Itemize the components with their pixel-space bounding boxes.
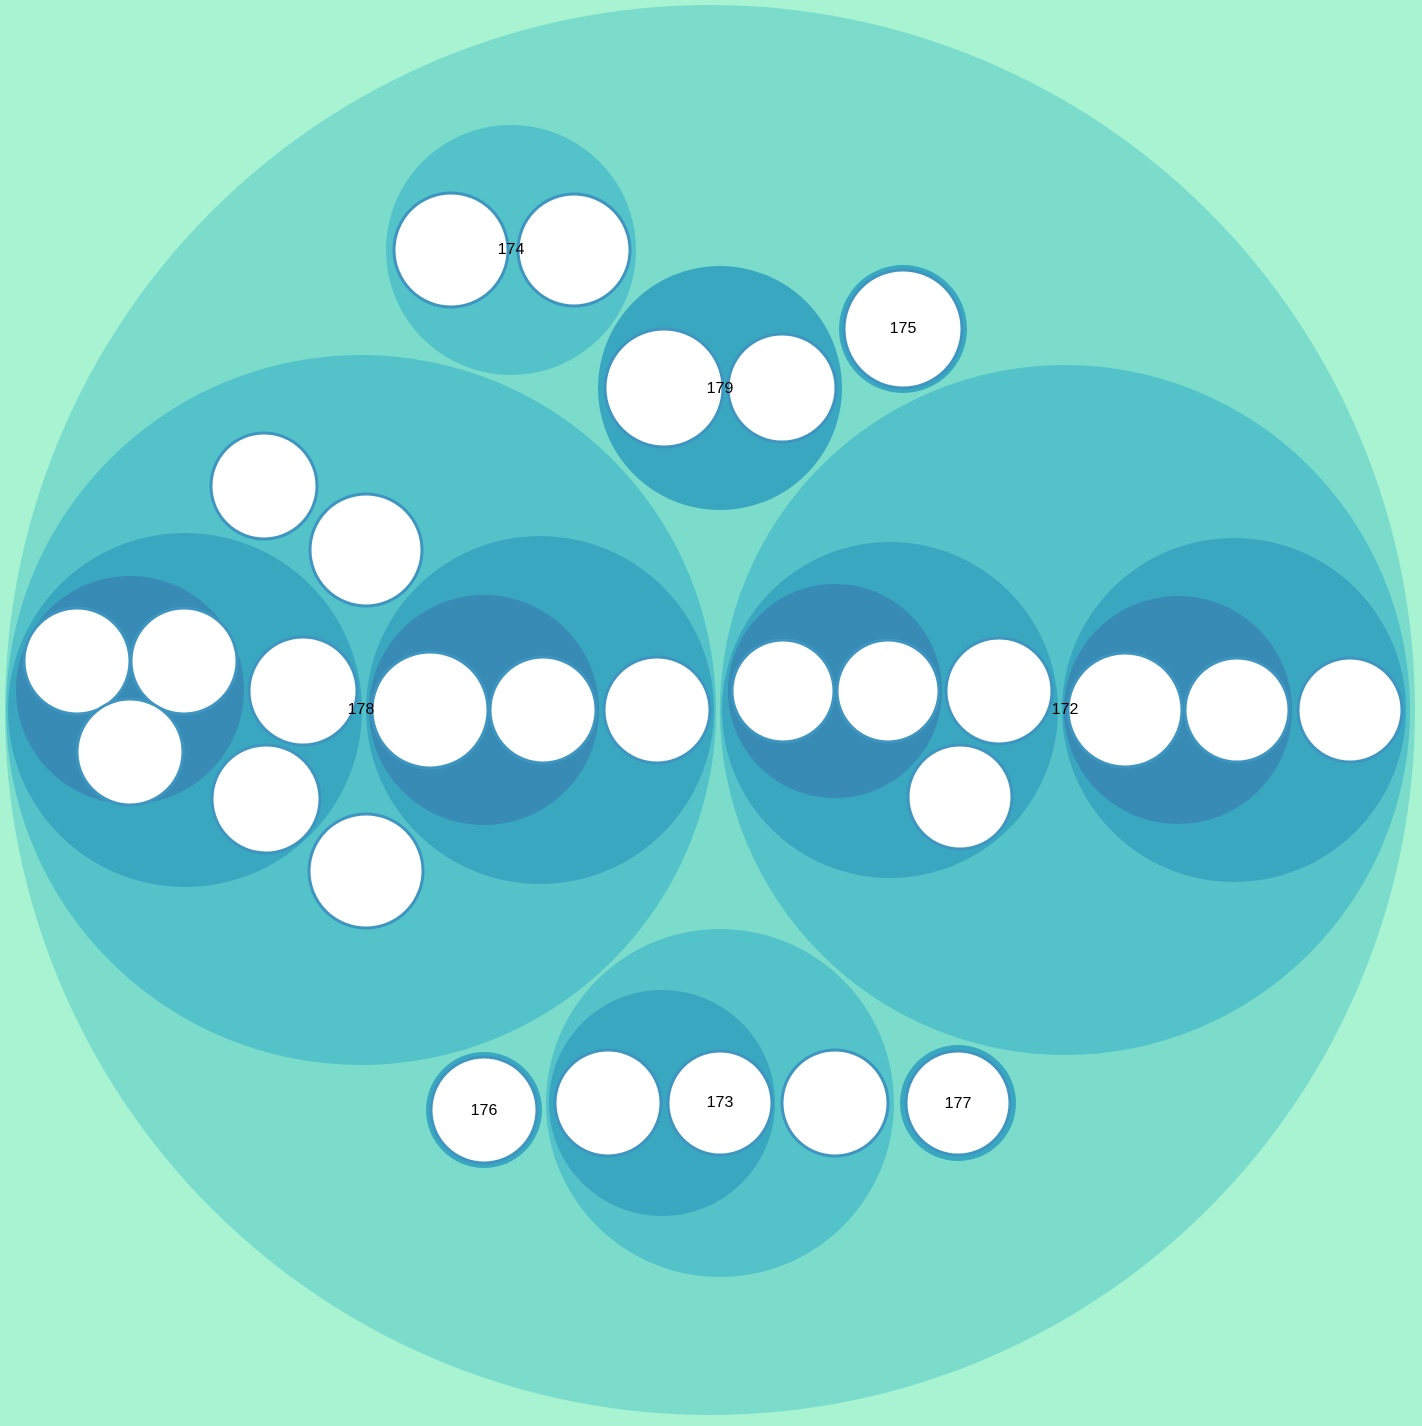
node-175-label: 175: [890, 320, 917, 337]
leaf-circle[interactable]: [210, 743, 322, 855]
leaf-circle[interactable]: [835, 638, 941, 744]
leaf-circle[interactable]: [602, 655, 712, 765]
leaf-circle[interactable]: [780, 1048, 890, 1158]
leaf-circle[interactable]: [1183, 656, 1291, 764]
node-174-circle[interactable]: [386, 125, 636, 375]
leaf-circle[interactable]: [666, 1049, 774, 1157]
leaf-circle[interactable]: [516, 192, 632, 308]
leaf-circle[interactable]: [22, 606, 132, 716]
leaf-circle[interactable]: [370, 650, 490, 770]
leaf-circle[interactable]: [944, 636, 1054, 746]
leaf-circle[interactable]: [553, 1048, 663, 1158]
leaf-circle[interactable]: [1296, 656, 1404, 764]
leaf-circle[interactable]: [906, 743, 1014, 851]
node-173-label: 173: [707, 1094, 734, 1111]
leaf-circle[interactable]: [209, 431, 319, 541]
leaf-circle[interactable]: [308, 492, 424, 608]
leaf-circle[interactable]: [392, 191, 510, 309]
leaf-circle[interactable]: [1066, 651, 1184, 769]
leaf-circle[interactable]: [842, 268, 964, 390]
leaf-circle[interactable]: [307, 812, 425, 930]
node-176-label: 176: [471, 1102, 498, 1119]
node-177-label: 177: [945, 1095, 972, 1112]
node-172-label: 172: [1052, 701, 1079, 718]
node-178-label: 178: [348, 701, 375, 718]
leaf-circle[interactable]: [726, 332, 838, 444]
leaf-circle[interactable]: [488, 655, 598, 765]
leaf-circle[interactable]: [904, 1049, 1012, 1157]
leaf-circle[interactable]: [247, 635, 359, 747]
leaf-circle[interactable]: [603, 327, 725, 449]
leaf-circle[interactable]: [129, 606, 239, 716]
leaf-circle[interactable]: [730, 638, 836, 744]
leaf-circle[interactable]: [429, 1055, 539, 1165]
leaf-circle[interactable]: [75, 697, 185, 807]
node-174-label: 174: [498, 241, 525, 258]
node-179-label: 179: [707, 380, 734, 397]
